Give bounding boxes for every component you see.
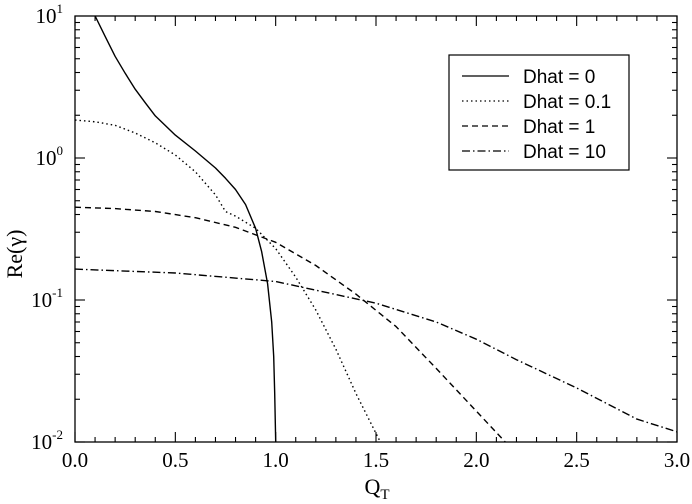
y-tick-exponent: -1 — [52, 285, 63, 300]
series-group — [75, 16, 677, 442]
x-tick-label: 1.0 — [263, 448, 289, 472]
series-line-2 — [75, 206, 507, 442]
y-axis-title: Re(γ) — [2, 230, 27, 279]
x-axis-title-subscript: T — [380, 487, 389, 503]
y-tick-label: 10-1 — [31, 285, 63, 312]
x-axis-title-main: Q — [364, 474, 380, 499]
y-tick-exponent: -2 — [52, 427, 63, 442]
y-tick-base: 10 — [31, 288, 52, 312]
y-tick-base: 10 — [36, 146, 57, 170]
legend-entry: Dhat = 0 — [462, 67, 595, 88]
series-line-0 — [94, 16, 277, 442]
y-tick-label: 100 — [36, 143, 64, 170]
x-tick-label: 0.5 — [162, 448, 188, 472]
y-tick-base: 10 — [31, 430, 52, 454]
x-tick-label: 0.0 — [62, 448, 88, 472]
legend-entry: Dhat = 0.1 — [462, 92, 611, 113]
legend-entry: Dhat = 1 — [462, 117, 595, 138]
x-tick-label: 2.0 — [463, 448, 489, 472]
legend-label: Dhat = 0 — [523, 67, 595, 88]
legend-label: Dhat = 1 — [523, 117, 595, 138]
series-line-1 — [75, 119, 382, 442]
y-tick-exponent: 1 — [57, 1, 64, 16]
x-tick-label: 1.5 — [363, 448, 389, 472]
y-tick-label: 101 — [36, 1, 64, 28]
y-tick-base: 10 — [36, 4, 57, 28]
legend-label: Dhat = 0.1 — [523, 92, 611, 113]
legend-entry: Dhat = 10 — [462, 142, 606, 163]
x-tick-label: 3.0 — [664, 448, 690, 472]
legend-box — [448, 54, 630, 171]
legend: Dhat = 0 Dhat = 0.1 Dhat = 1 Dhat = 10 — [448, 54, 630, 171]
legend-label: Dhat = 10 — [523, 142, 606, 163]
series-line-3 — [75, 268, 677, 433]
y-tick-exponent: 0 — [57, 143, 64, 158]
x-tick-label: 2.5 — [564, 448, 590, 472]
x-axis-title: QT — [364, 474, 389, 503]
y-tick-label: 10-2 — [31, 427, 63, 454]
